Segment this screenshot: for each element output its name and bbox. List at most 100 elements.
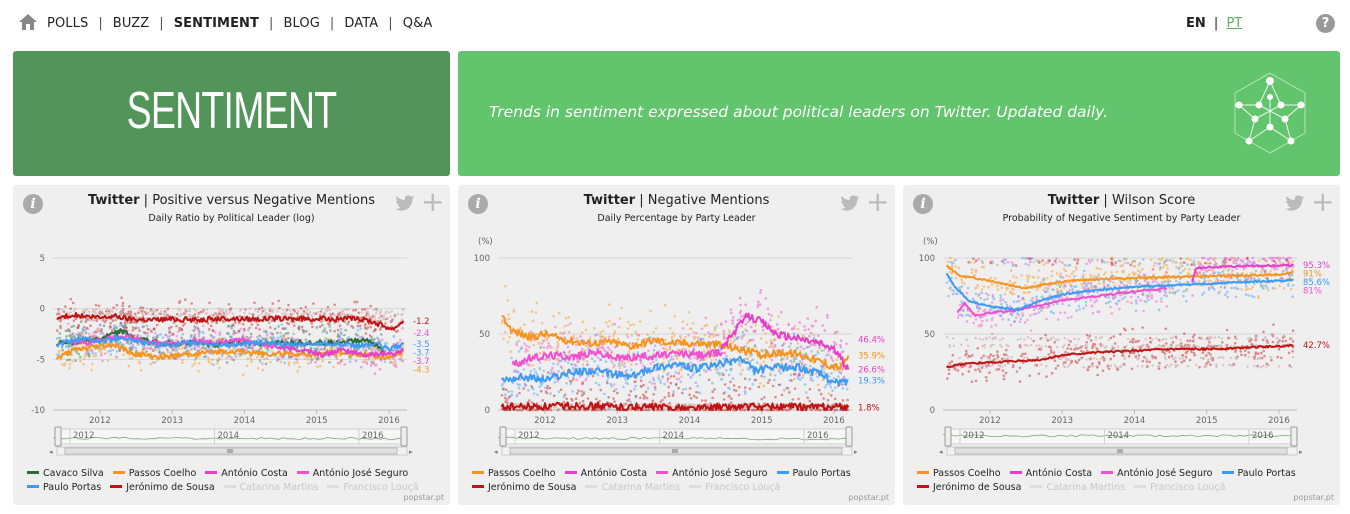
legend-item[interactable]: Paulo Portas — [776, 467, 851, 481]
scatter-point — [91, 351, 95, 355]
expand-plus-icon[interactable]: + — [421, 185, 445, 218]
nav-separator: | — [98, 16, 103, 31]
scatter-point — [98, 323, 102, 327]
scatter-point — [97, 329, 101, 333]
series-line-paulo-portas — [55, 335, 405, 353]
legend-item[interactable]: Cavaco Silva — [27, 467, 104, 481]
scatter-point — [1207, 288, 1211, 291]
scatter-point — [557, 390, 561, 394]
scatter-point — [292, 308, 296, 312]
legend-item[interactable]: Francisco Louçã — [689, 481, 781, 495]
scatter-point — [221, 337, 224, 341]
scatter-point — [797, 374, 800, 377]
background-point — [366, 307, 369, 311]
scatter-point — [178, 300, 182, 303]
scatter-point — [677, 372, 680, 376]
legend-item[interactable]: Passos Coelho — [472, 467, 556, 481]
scatter-point — [823, 386, 827, 389]
scatter-point — [299, 307, 303, 310]
scatter-point — [346, 344, 350, 347]
scatter-point — [374, 328, 377, 332]
scatter-point — [392, 334, 396, 338]
scatter-point — [603, 349, 607, 353]
scatter-point — [115, 356, 118, 359]
expand-plus-icon[interactable]: + — [866, 185, 890, 218]
home-icon[interactable] — [18, 13, 38, 31]
scatter-point — [965, 313, 968, 317]
info-icon[interactable]: i — [23, 194, 43, 214]
scatter-point — [1088, 260, 1092, 264]
info-icon[interactable]: i — [913, 194, 933, 214]
nav-item-data[interactable]: DATA — [344, 16, 379, 31]
chart-credit[interactable]: popstar.pt — [403, 493, 444, 502]
scatter-point — [840, 382, 844, 386]
nav-item-sentiment[interactable]: SENTIMENT — [173, 16, 259, 31]
scatter-point — [1123, 279, 1126, 283]
chart-credit[interactable]: popstar.pt — [848, 493, 889, 502]
scatter-point — [728, 387, 731, 391]
nav-item-polls[interactable]: POLLS — [47, 16, 89, 31]
scatter-point — [1161, 256, 1164, 260]
scatter-point — [604, 336, 607, 339]
scatter-point — [128, 357, 132, 360]
scatter-point — [703, 357, 707, 361]
nav-item-blog[interactable]: BLOG — [283, 16, 320, 31]
lang-en-link[interactable]: EN — [1186, 16, 1206, 31]
twitter-share-icon[interactable] — [840, 195, 860, 212]
nav-item-buzz[interactable]: BUZZ — [112, 16, 150, 31]
legend-item[interactable]: Catarina Martins — [585, 481, 680, 495]
scatter-point — [810, 350, 813, 353]
y-tick-label: 100 — [474, 254, 490, 264]
legend-item[interactable]: António José Seguro — [656, 467, 768, 481]
scatter-point — [842, 383, 845, 386]
scatter-point — [278, 307, 281, 310]
legend-item[interactable]: Jerónimo de Sousa — [472, 481, 576, 495]
scatter-point — [290, 336, 294, 340]
legend-item[interactable]: Jerónimo de Sousa — [110, 481, 215, 495]
background-point — [179, 312, 183, 315]
scatter-point — [763, 402, 766, 405]
scatter-point — [517, 339, 520, 342]
legend-item[interactable]: Paulo Portas — [27, 481, 101, 495]
scatter-point — [1246, 278, 1249, 282]
twitter-share-icon[interactable] — [395, 195, 415, 212]
scatter-point — [1121, 297, 1124, 301]
scatter-point — [1096, 310, 1099, 314]
info-icon[interactable]: i — [468, 194, 488, 214]
legend-item[interactable]: António José Seguro — [296, 467, 408, 481]
scatter-point — [743, 357, 747, 361]
legend-item[interactable]: Passos Coelho — [112, 467, 196, 481]
scatter-point — [810, 324, 814, 328]
x-tick-label: 2016 — [1268, 416, 1290, 426]
scatter-point — [841, 399, 845, 402]
legend-item[interactable]: António Costa — [205, 467, 288, 481]
scatter-point — [128, 321, 132, 325]
scatter-point — [1260, 270, 1263, 274]
background-point — [558, 408, 561, 411]
scatter-point — [651, 382, 654, 385]
scatter-point — [1185, 300, 1188, 303]
scatter-point — [507, 313, 510, 316]
scatter-point — [1024, 284, 1027, 287]
scatter-point — [336, 328, 340, 332]
end-value-label: -4.3 — [413, 366, 430, 376]
scatter-point — [1157, 257, 1161, 261]
lang-pt-link[interactable]: PT — [1226, 16, 1243, 31]
nav-item-qa[interactable]: Q&A — [402, 16, 433, 31]
navigator-tick-label: 2014 — [217, 431, 239, 441]
page-description: Trends in sentiment expressed about poli… — [489, 103, 1109, 121]
twitter-share-icon[interactable] — [1285, 195, 1305, 212]
scatter-point — [744, 386, 747, 389]
legend-item[interactable]: Francisco Louçã — [327, 481, 419, 495]
scatter-point — [175, 349, 178, 352]
scatter-point — [245, 346, 249, 349]
legend-item[interactable]: António Costa — [564, 467, 647, 481]
x-tick-label: 2012 — [89, 416, 111, 426]
help-icon[interactable]: ? — [1316, 14, 1335, 33]
scatter-point — [338, 336, 342, 339]
legend-item[interactable]: Catarina Martins — [223, 481, 318, 495]
expand-plus-icon[interactable]: + — [1311, 185, 1335, 218]
background-point — [91, 310, 94, 314]
scatter-point — [981, 319, 984, 323]
scatter-point — [547, 341, 550, 345]
